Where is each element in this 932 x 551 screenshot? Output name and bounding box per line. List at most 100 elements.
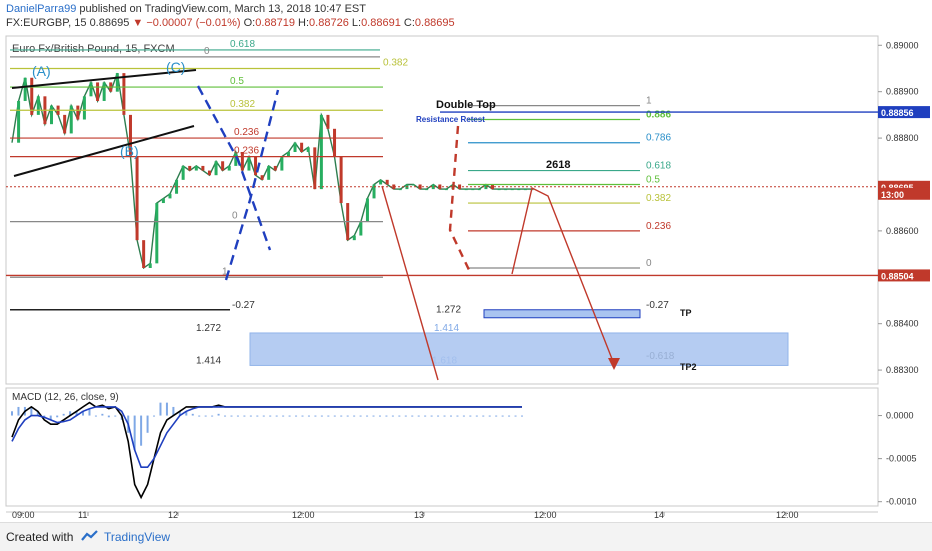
macd-histogram-bar [198, 415, 201, 417]
price-candle [188, 165, 192, 171]
macd-histogram-bar [75, 411, 78, 416]
change-text: −0.00007 (−0.01%) [146, 17, 241, 29]
macd-histogram-bar [295, 415, 298, 417]
macd-histogram-bar [301, 415, 304, 417]
price-candle [372, 184, 376, 199]
price-candle [135, 156, 139, 241]
price-candle [398, 189, 402, 191]
ohlc-l-label: L: [351, 17, 362, 29]
right-fib-label: 0.618 [646, 161, 671, 172]
price-badge [878, 187, 930, 200]
chart-title: Euro Fx/British Pound, 15, FXCM [12, 43, 175, 55]
price-candle [293, 142, 297, 152]
macd-histogram-bar [327, 415, 330, 417]
right-fib-label: 0.786 [646, 133, 671, 144]
macd-histogram-bar [424, 415, 427, 417]
price-candle [82, 96, 86, 120]
price-tick-label: 0.89000 [886, 40, 919, 50]
macd-histogram-bar [437, 415, 440, 417]
macd-histogram-bar [172, 406, 175, 416]
change-value: ▼ −0.00007 (−0.01%) [132, 17, 241, 29]
macd-histogram-bar [69, 411, 72, 416]
double-top-dashes [448, 125, 472, 273]
macd-histogram-bar [159, 402, 162, 416]
author-link[interactable]: DanielParra99 [6, 3, 77, 15]
macd-histogram-bar [30, 406, 33, 416]
macd-tick-label: -0.0005 [886, 454, 917, 464]
macd-histogram-bar [333, 415, 336, 417]
price-candle [168, 193, 172, 199]
macd-histogram-bar [256, 415, 259, 417]
price-candle [385, 179, 389, 185]
macd-histogram-bar [282, 415, 285, 417]
macd-histogram-bar [191, 413, 194, 416]
price-candle [379, 179, 383, 185]
macd-histogram-bar [320, 415, 323, 417]
price-candle [280, 156, 284, 171]
price-candle [17, 100, 21, 143]
price-badge [878, 106, 930, 119]
time-tick-label: 14 [654, 510, 664, 520]
price-tick-label: 0.88400 [886, 319, 919, 329]
right-fib-label: 0.236 [646, 221, 671, 232]
last-price: 0.88695 [89, 17, 130, 29]
price-candle [491, 184, 495, 190]
tradingview-brand-link[interactable]: TradingView [104, 530, 171, 544]
macd-histogram-bar [495, 415, 498, 417]
wave-label: (C) [166, 59, 185, 75]
price-candle [510, 189, 514, 191]
price-candle [240, 152, 244, 171]
left-fib-label: 0.382 [230, 99, 255, 110]
macd-histogram-bar [146, 415, 149, 433]
price-candle [425, 189, 429, 191]
price-candle [365, 198, 369, 222]
macd-histogram-bar [217, 413, 220, 416]
projection-dashes [224, 89, 280, 281]
ohlc-o: O:0.88719 [244, 17, 295, 29]
symbol-line: FX:EURGBP, 15 0.88695 ▼ −0.00007 (−0.01%… [6, 16, 455, 30]
left-fib-label: 1 [222, 266, 228, 277]
price-candle [523, 189, 527, 191]
macd-histogram-bar [224, 415, 227, 417]
extension-label: -0.27 [232, 300, 255, 311]
chart-annotation: Double Top [436, 99, 496, 111]
macd-histogram-bar [275, 415, 278, 417]
price-candle [122, 73, 126, 115]
ohlc-h: H:0.88726 [298, 17, 349, 29]
price-pane [5, 35, 879, 385]
ohlc-h-label: H: [298, 17, 310, 29]
price-chart[interactable]: Euro Fx/British Pound, 15, FXCM 0.89000 0.… [0, 0, 932, 522]
price-candle [313, 147, 317, 190]
price-candle [207, 170, 211, 176]
price-candle [181, 165, 185, 180]
macd-histogram-bar [17, 406, 20, 416]
macd-histogram-bar [385, 415, 388, 417]
right-fib-label: 0.382 [646, 193, 671, 204]
price-candle [63, 114, 67, 134]
projection-dashes [196, 85, 272, 251]
macd-histogram-bar [185, 411, 188, 416]
macd-histogram-bar [262, 415, 265, 417]
macd-histogram-bar [107, 415, 110, 418]
right-fib-label: 1 [646, 96, 652, 107]
macd-histogram-bar [236, 415, 239, 417]
macd-histogram-bar [449, 415, 452, 417]
price-candle [339, 156, 343, 204]
price-candle [161, 198, 165, 204]
macd-histogram-bar [398, 415, 401, 417]
right-fib-label: 0.5 [646, 174, 660, 185]
macd-histogram-bar [391, 415, 394, 417]
extension-label: 1.414 [434, 323, 459, 334]
price-candle [142, 240, 146, 268]
macd-histogram-bar [514, 415, 517, 417]
time-tick-label: 12 [168, 510, 178, 520]
price-candle [359, 221, 363, 236]
ohlc-c-value: 0.88695 [414, 17, 455, 29]
ohlc-h-value: 0.88726 [309, 17, 349, 29]
price-candle [300, 142, 304, 152]
macd-histogram-bar [314, 415, 317, 417]
left-fib-label: 0.236 [234, 146, 259, 157]
price-tick-label: 0.88300 [886, 365, 919, 375]
macd-histogram-bar [36, 411, 39, 416]
price-candle [471, 189, 475, 191]
